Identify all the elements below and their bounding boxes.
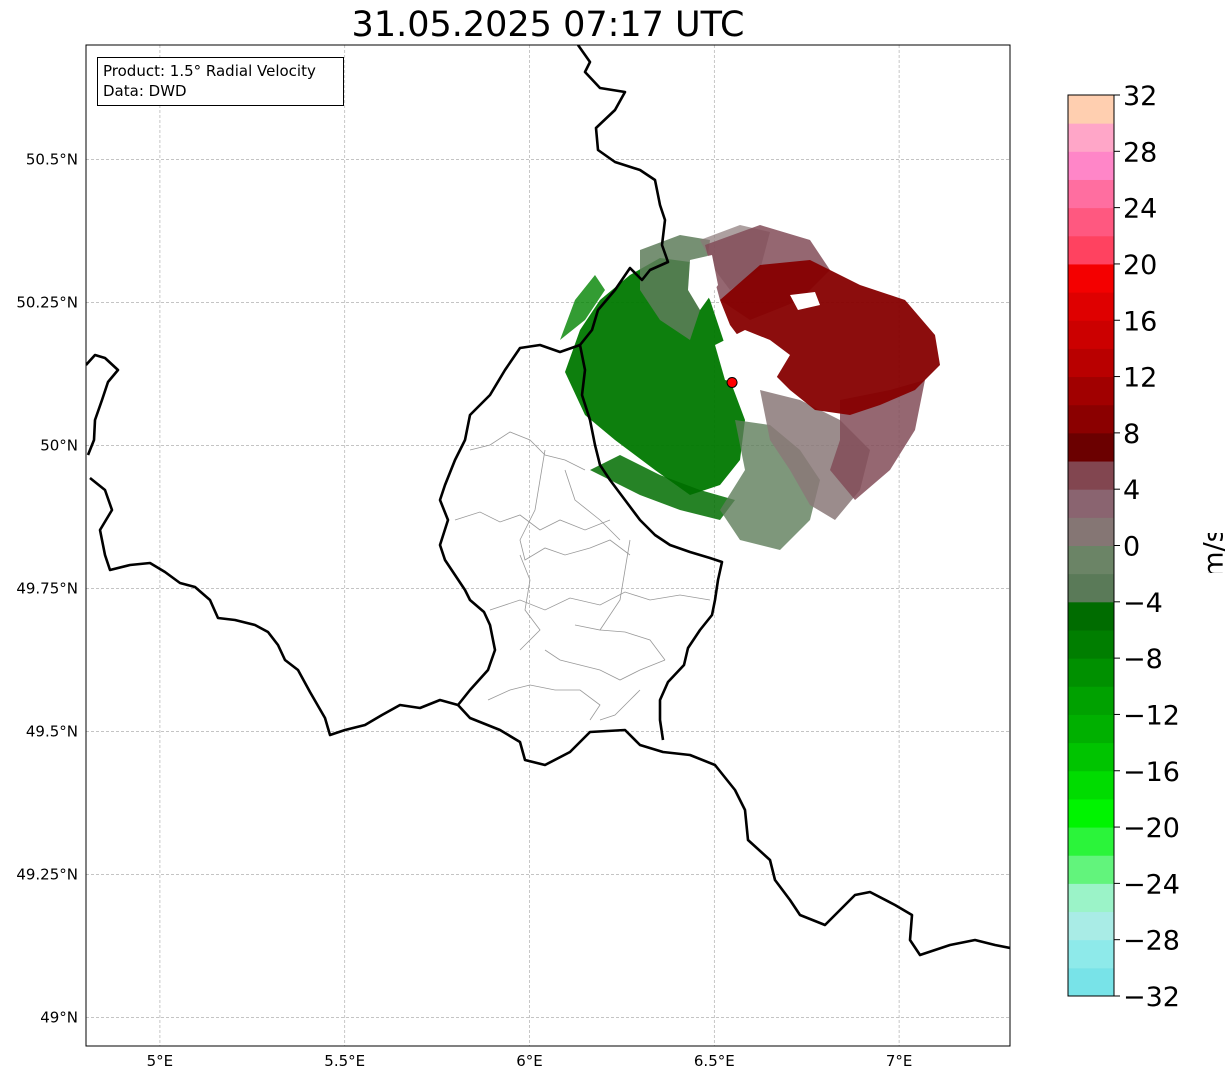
colorbar-segment [1068,658,1114,687]
y-tick-label: 49°N [40,1008,78,1026]
colorbar-segment [1068,179,1114,209]
echo-gap [688,255,718,310]
colorbar-tick-label: −20 [1123,813,1180,844]
country-borders [86,45,1010,957]
colorbar-segment [1068,207,1114,237]
colorbar-segment [1068,967,1114,997]
colorbar-segment [1068,855,1114,884]
colorbar-segment [1068,911,1114,941]
colorbar-segment [1068,404,1114,434]
colorbar-tick-label: −32 [1123,982,1180,1013]
colorbar-segment [1068,939,1114,969]
colorbar-segment [1068,376,1114,406]
x-tick-labels: 5°E 5.5°E 6°E 6.5°E 7°E [147,1052,913,1070]
echo-inbound-strong [565,258,745,495]
colorbar-tick-label: −24 [1123,869,1180,900]
colorbar-tick-label: 4 [1123,475,1140,506]
colorbar-segment [1068,629,1114,659]
colorbar-segment [1068,320,1114,349]
colorbar-tick-label: 24 [1123,194,1157,225]
colorbar-segment [1068,292,1114,321]
colorbar-tick-label: 28 [1123,137,1157,168]
chart-title: 31.05.2025 07:17 UTC [351,5,745,45]
y-tick-label: 50°N [40,436,78,454]
colorbar-tick-label: 0 [1123,532,1140,563]
colorbar-segment [1068,742,1114,772]
colorbar-segment [1068,151,1114,180]
x-tick-label: 7°E [886,1052,913,1070]
colorbar-unit-text: m/s [1199,533,1225,573]
colorbar-segment [1068,770,1114,800]
colorbar-segment [1068,573,1114,603]
colorbar-segment [1068,686,1114,715]
echo-outbound-strong [720,260,940,415]
colorbar-tick-label: 8 [1123,419,1140,450]
y-tick-label: 50.25°N [16,293,78,311]
radar-site-marker [726,376,738,388]
colorbar-segment [1068,798,1114,828]
product-info-box: Product: 1.5° Radial Velocity Data: DWD [97,57,344,106]
colorbar-tick-label: −12 [1123,700,1180,731]
data-source-label: Data: DWD [103,82,187,100]
x-tick-label: 5.5°E [324,1052,365,1070]
colorbar-segment [1068,489,1114,518]
product-label: Product: 1.5° Radial Velocity [103,62,316,80]
colorbar-segment [1068,95,1114,124]
colorbar-segment [1068,883,1114,913]
colorbar-tick-label: 20 [1123,250,1157,281]
colorbar-segment [1068,123,1114,152]
echo-gap [715,330,790,385]
y-tick-labels: 49°N 49.25°N 49.5°N 49.75°N 50°N 50.25°N 50.5°… [16,150,78,1026]
echo-inbound-strong [560,275,605,340]
x-tick-label: 6.5°E [694,1052,735,1070]
colorbar-tick-label: −28 [1123,926,1180,957]
colorbar-tick-label: −8 [1123,644,1163,675]
radar-velocity-echoes [560,225,940,550]
colorbar-segment [1068,461,1114,490]
colorbar-ticks: 32 28 24 20 16 12 8 4 0 −4 −8 −12 −16 −20 −24 −28 −32 [1114,81,1180,1013]
colorbar-unit-label: m/s [1199,528,1225,577]
y-tick-label: 49.75°N [16,579,78,597]
y-tick-label: 49.5°N [26,722,78,740]
colorbar-segment [1068,235,1114,265]
colorbar-segment [1068,432,1114,462]
y-tick-label: 50.5°N [26,150,78,168]
colorbar-segment [1068,601,1114,631]
colorbar-tick-label: 16 [1123,306,1157,337]
y-tick-label: 49.25°N [16,865,78,883]
echo-inbound-strong [590,455,735,520]
colorbar-segment [1068,714,1114,744]
echo-gap [790,292,820,310]
colorbar-segment [1068,545,1114,575]
colorbar-tick-label: −16 [1123,757,1180,788]
colorbar-segment [1068,348,1114,378]
colorbar-tick-label: 12 [1123,363,1157,394]
plot-frame [85,44,1011,1047]
colorbar-segment [1068,263,1114,293]
colorbar-segments [1068,95,1114,997]
colorbar-tick-label: −4 [1123,588,1163,619]
colorbar-segment [1068,827,1114,856]
colorbar-tick-label: 32 [1123,81,1157,112]
colorbar-segment [1068,517,1114,546]
x-tick-label: 6°E [516,1052,543,1070]
x-tick-label: 5°E [147,1052,174,1070]
region-boundaries [454,431,711,721]
